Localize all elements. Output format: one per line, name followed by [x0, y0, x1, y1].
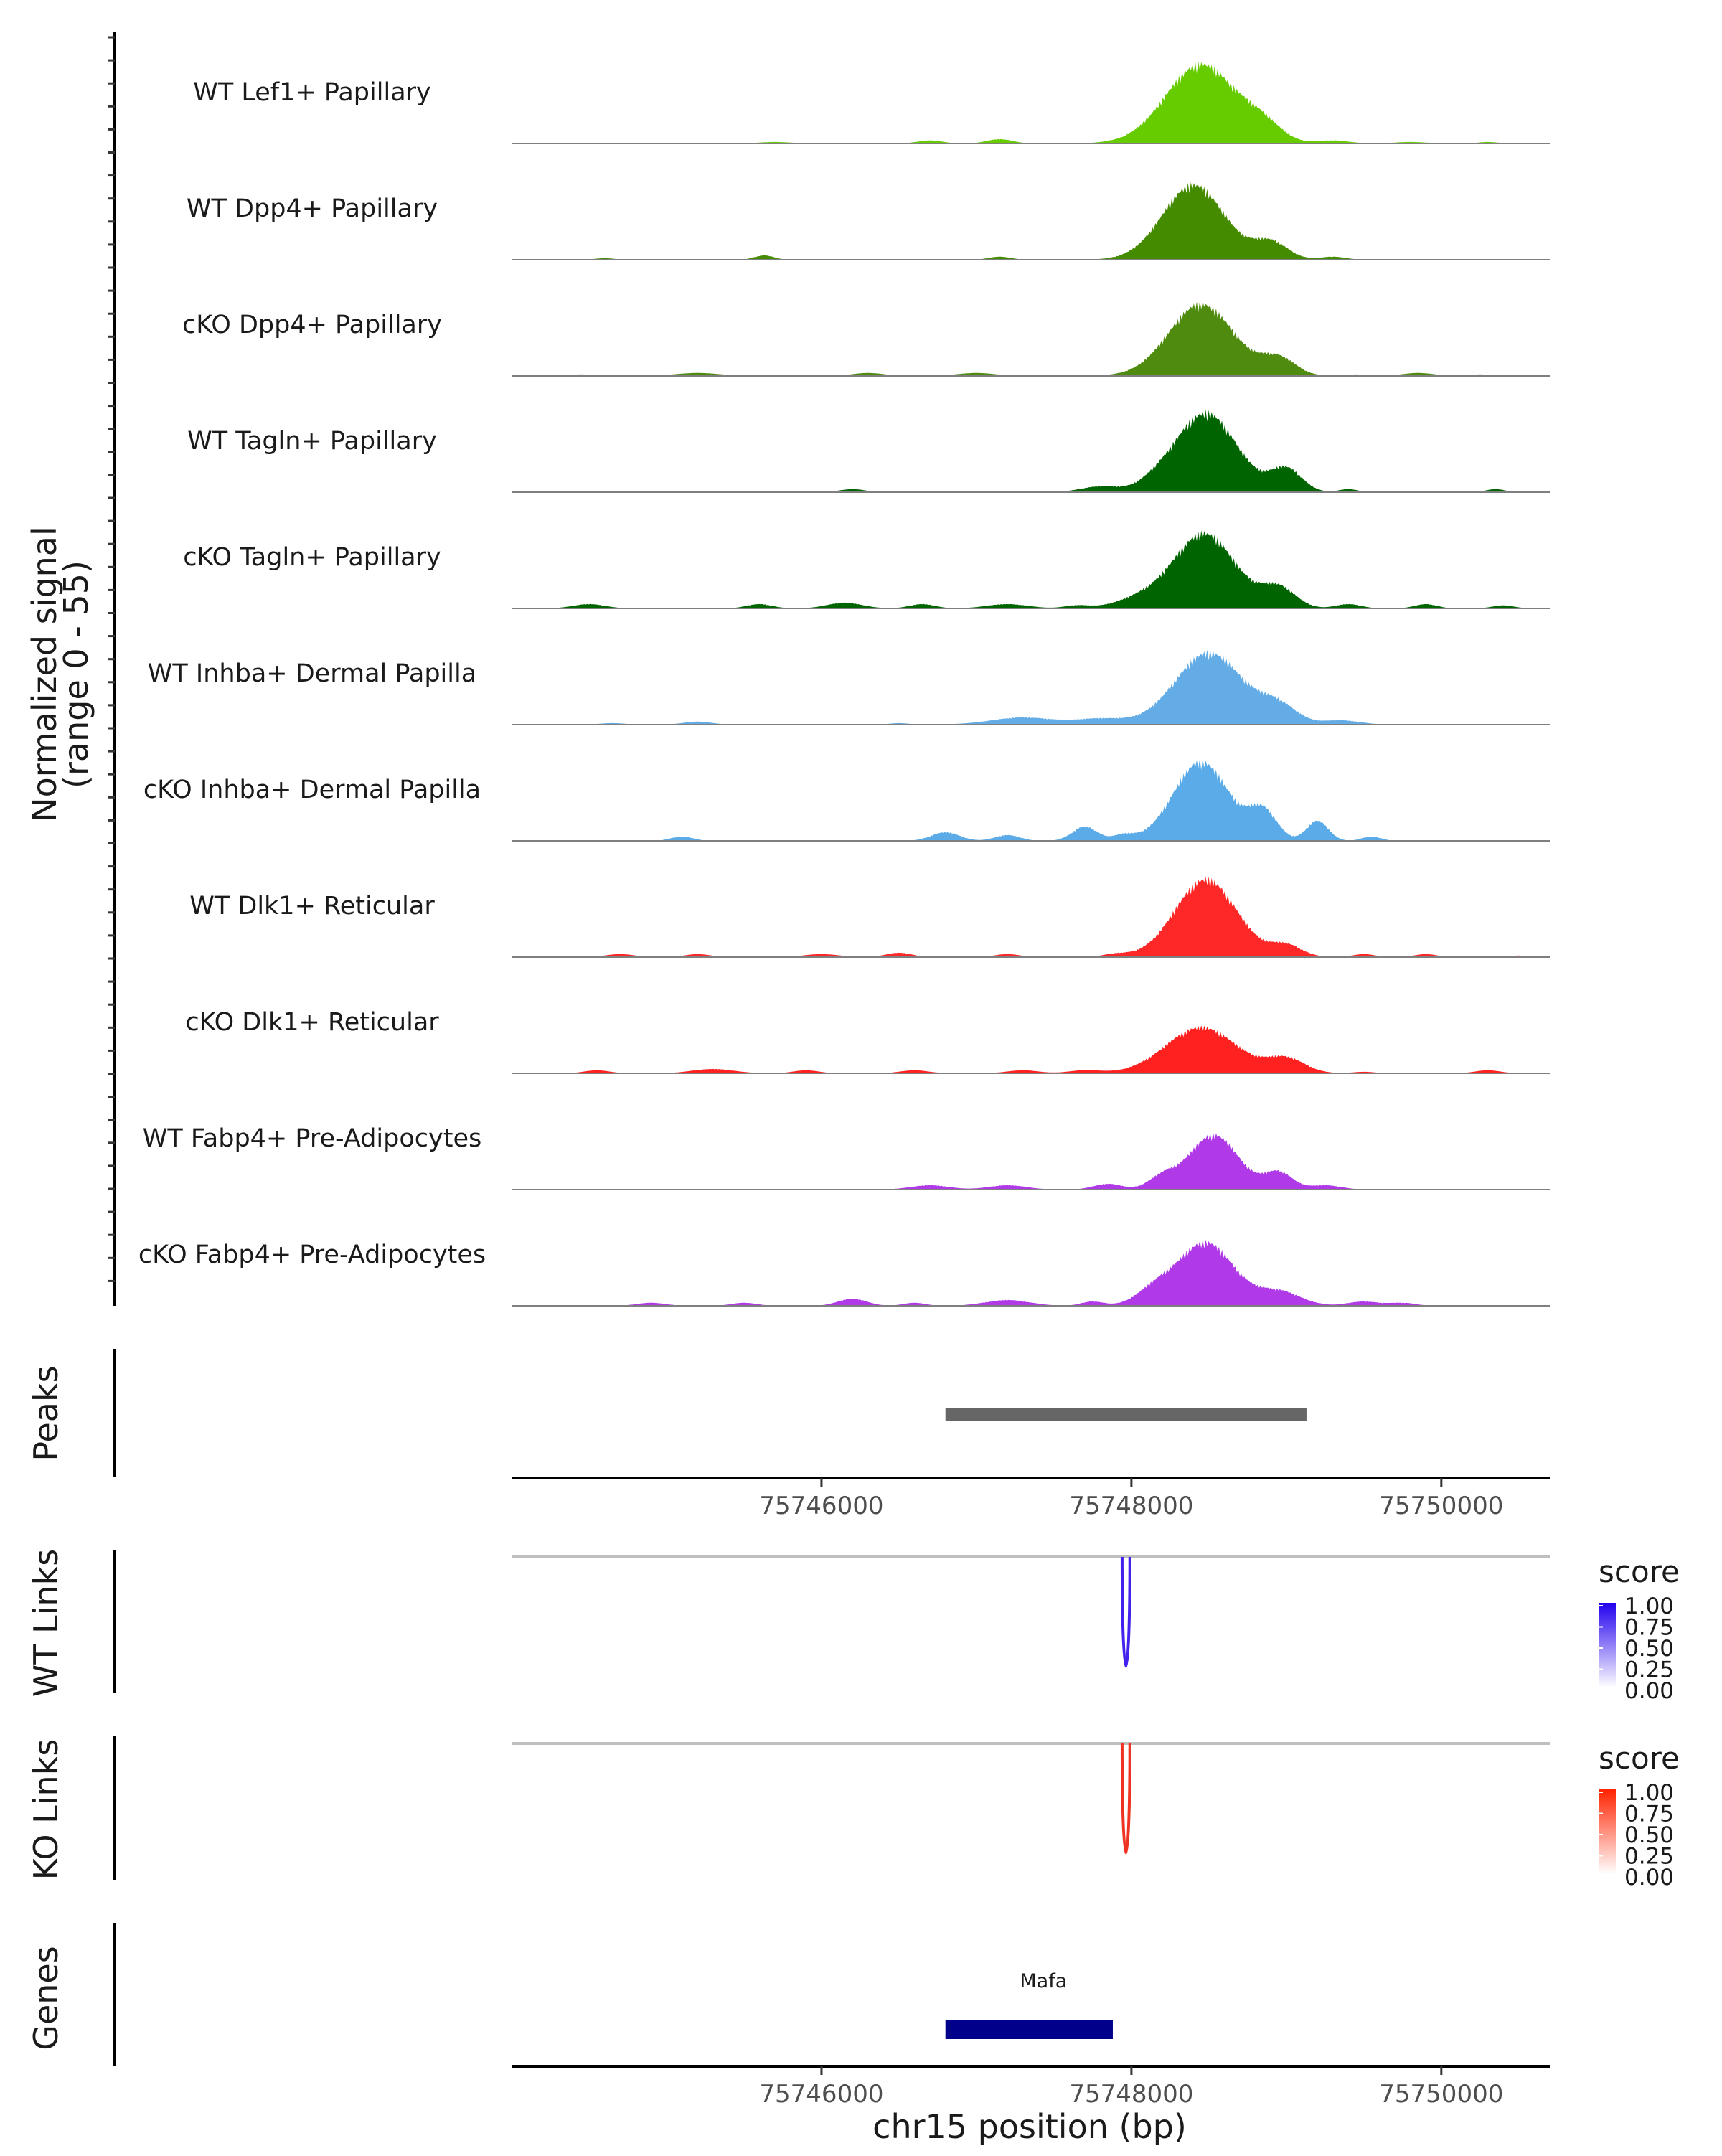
coverage-track: WT Tagln+ Papillary [187, 410, 1550, 493]
coverage-track: WT Inhba+ Dermal Papilla [148, 649, 1550, 725]
x-axis-upper: 75746000 75748000 75750000 [512, 1477, 1550, 1520]
coverage-track-label: cKO Dpp4+ Papillary [182, 311, 442, 339]
ko-links-track: 1.000.750.500.250.00 [113, 1736, 1674, 1891]
gene-body [945, 2020, 1113, 2039]
coverage-y-axis-range: (range 0 - 55) [57, 560, 95, 789]
coverage-track: WT Lef1+ Papillary [193, 61, 1550, 144]
link-tracks: 1.000.750.500.250.001.000.750.500.250.00 [113, 1550, 1674, 1891]
coverage-track: WT Dlk1+ Reticular [189, 876, 1550, 958]
wt-links-track-label: WT Links [27, 1549, 65, 1697]
ko-links-legend-title: score [1599, 1741, 1680, 1776]
coverage-area [512, 530, 1550, 608]
coverage-track: cKO Dpp4+ Papillary [182, 301, 1550, 377]
x-axis-upper-tick-label: 75746000 [759, 1492, 883, 1520]
coverage-track: cKO Inhba+ Dermal Papilla [144, 758, 1550, 842]
coverage-track-label: cKO Fabp4+ Pre-Adipocytes [138, 1241, 486, 1269]
coverage-track: cKO Tagln+ Papillary [183, 530, 1550, 609]
coverage-area [512, 410, 1550, 492]
coverage-track-label: WT Lef1+ Papillary [193, 78, 431, 107]
x-axis-upper-tick-label: 75750000 [1379, 1492, 1503, 1520]
coverage-track-label: WT Inhba+ Dermal Papilla [148, 659, 476, 688]
wt-links-track: 1.000.750.500.250.00 [113, 1550, 1674, 1704]
coverage-area [512, 758, 1550, 841]
legend-tick-label: 0.00 [1624, 1678, 1674, 1704]
peaks-track [113, 1349, 1307, 1477]
ko-links-track-label: KO Links [27, 1739, 65, 1880]
coverage-y-axis-title: Normalized signal [25, 527, 64, 822]
coverage-track-label: WT Dlk1+ Reticular [189, 892, 435, 921]
legend-tick-label: 1.00 [1624, 1594, 1674, 1619]
peak-interval [945, 1408, 1307, 1421]
coverage-track-label: WT Tagln+ Papillary [187, 427, 437, 456]
coverage-track: cKO Dlk1+ Reticular [185, 1008, 1550, 1074]
genes-track-label: Genes [27, 1946, 65, 2050]
legend-tick-label: 0.25 [1624, 1844, 1674, 1870]
legend-colorbar [1599, 1789, 1616, 1874]
x-axis-lower-tick-label: 75750000 [1379, 2080, 1503, 2109]
coverage-area [512, 876, 1550, 957]
coverage-area [512, 1132, 1550, 1190]
legend-tick-label: 0.75 [1624, 1615, 1674, 1641]
coverage-track-label: cKO Dlk1+ Reticular [185, 1008, 439, 1037]
coverage-area [512, 301, 1550, 376]
coverage-area [512, 1025, 1550, 1073]
wt-links-legend-title: score [1599, 1554, 1680, 1589]
legend-tick-label: 1.00 [1624, 1780, 1674, 1806]
coverage-track: WT Fabp4+ Pre-Adipocytes [143, 1124, 1550, 1190]
coverage-tracks: WT Lef1+ Papillary WT Dpp4+ Papillary cKO … [138, 61, 1550, 1307]
coverage-track-label: cKO Tagln+ Papillary [183, 543, 441, 572]
coverage-area [512, 1239, 1550, 1306]
gene-label: Mafa [1020, 1970, 1067, 1992]
legend-colorbar [1599, 1603, 1616, 1687]
coverage-track-label: cKO Inhba+ Dermal Papilla [144, 776, 481, 804]
coverage-area [512, 61, 1550, 143]
coverage-track-label: WT Dpp4+ Papillary [187, 194, 438, 223]
coverage-track: cKO Fabp4+ Pre-Adipocytes [138, 1239, 1550, 1307]
coverage-y-axis [108, 32, 116, 1306]
x-axis-lower-tick-label: 75746000 [759, 2080, 883, 2109]
x-axis-title: chr15 position (bp) [872, 2107, 1187, 2146]
coverage-track-label: WT Fabp4+ Pre-Adipocytes [143, 1124, 481, 1153]
peaks-track-label: Peaks [27, 1365, 65, 1461]
x-axis-upper-tick-label: 75748000 [1069, 1492, 1193, 1520]
x-axis-lower-tick-label: 75748000 [1069, 2080, 1193, 2109]
genes-track: Mafa [113, 1923, 1113, 2066]
legend-tick-label: 0.00 [1624, 1865, 1674, 1891]
legend-tick-label: 0.50 [1624, 1822, 1674, 1848]
coverage-area [512, 182, 1550, 260]
coverage-area [512, 649, 1550, 725]
legend-tick-label: 0.25 [1624, 1657, 1674, 1683]
coverage-track: WT Dpp4+ Papillary [187, 182, 1550, 260]
link-arc [1120, 1556, 1131, 1668]
link-arc [1120, 1743, 1131, 1855]
legend-tick-label: 0.75 [1624, 1802, 1674, 1827]
x-axis-lower: 75746000 75748000 75750000 [512, 2065, 1550, 2109]
legend-tick-label: 0.50 [1624, 1636, 1674, 1662]
